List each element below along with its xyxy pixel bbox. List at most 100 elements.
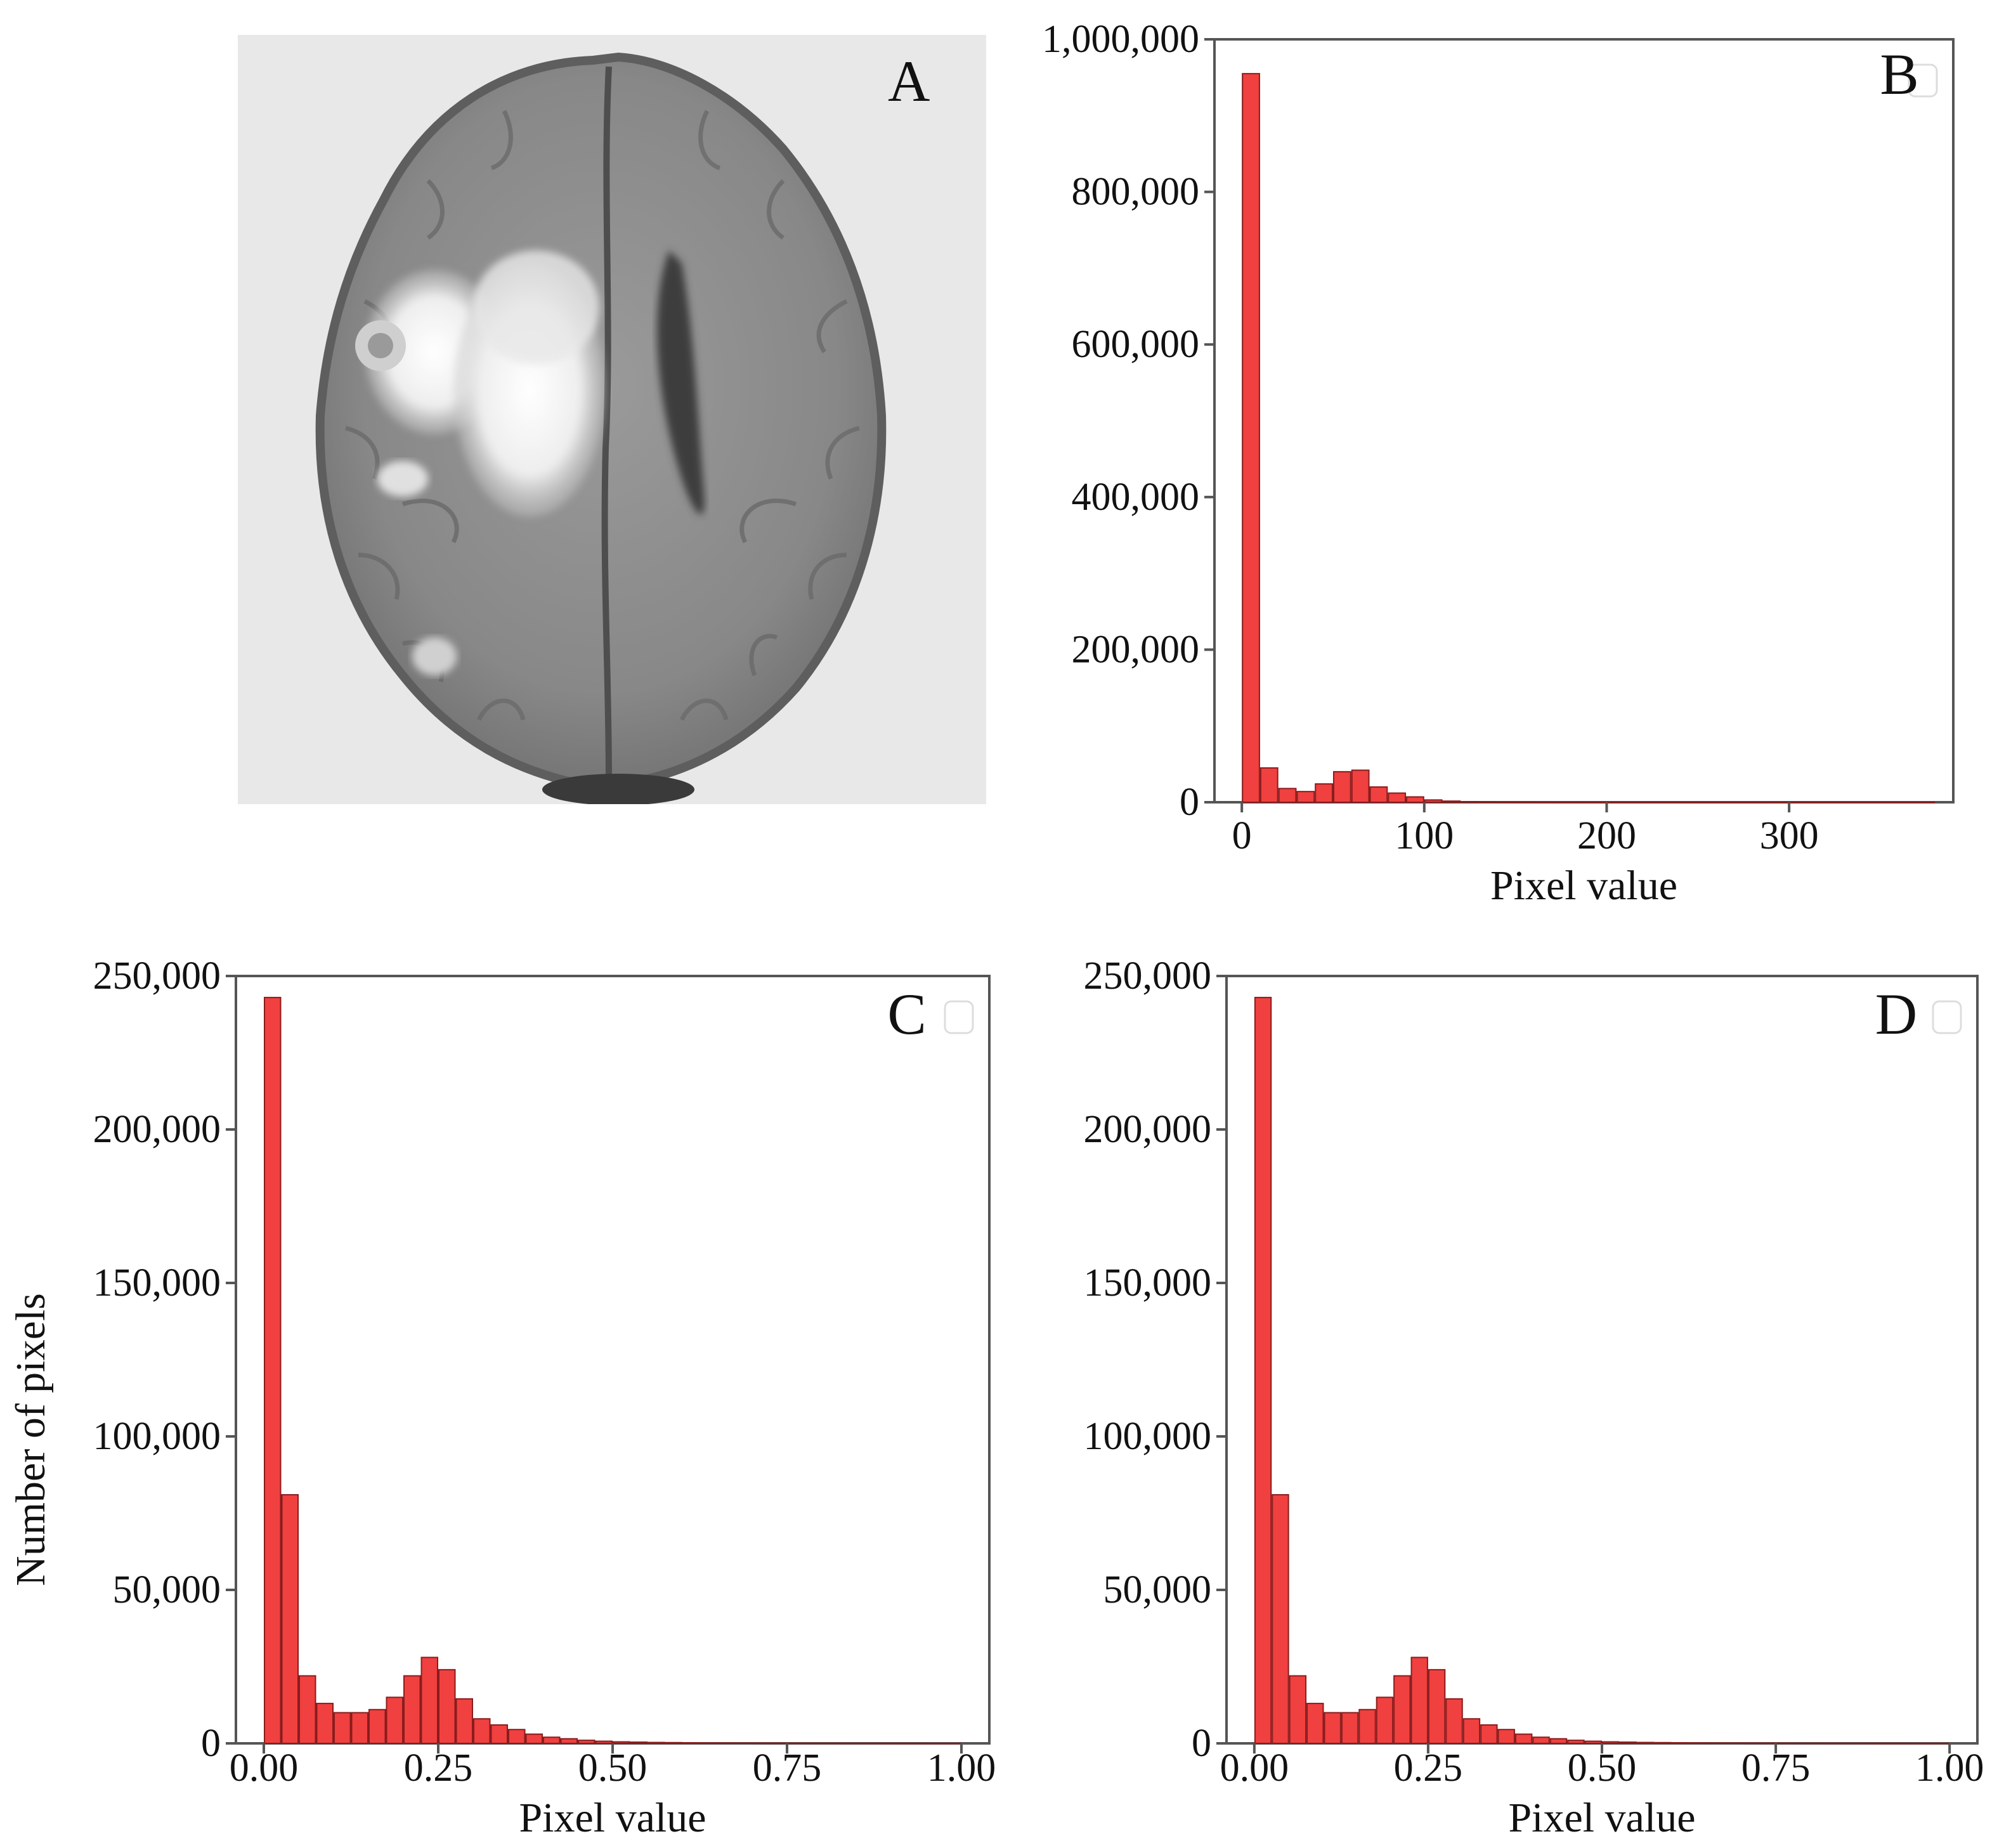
histogram-bar — [1810, 1742, 1828, 1745]
histogram-bar — [1424, 799, 1443, 803]
y-tick-label: 150,000 — [1084, 1261, 1212, 1305]
histogram-bar — [822, 1742, 840, 1745]
y-tick-label: 100,000 — [1084, 1415, 1212, 1458]
histogram-bar — [560, 1738, 578, 1744]
histogram-bar — [1315, 783, 1333, 804]
histogram-bar — [1789, 801, 1807, 804]
y-tick-label: 200,000 — [93, 1108, 221, 1151]
histogram-bar — [1863, 1742, 1880, 1745]
histogram-bar — [1793, 1742, 1811, 1745]
histogram-bar — [1254, 996, 1272, 1744]
histogram-bar — [1932, 1742, 1950, 1745]
x-axis-label: Pixel value — [519, 1795, 706, 1841]
histogram-bar — [1532, 1736, 1550, 1744]
histogram-bar — [1897, 1742, 1915, 1745]
histogram-bar — [1584, 1740, 1602, 1745]
histogram-bar — [1549, 1738, 1568, 1744]
legend-box — [1932, 1000, 1962, 1034]
histogram-bar — [1880, 801, 1899, 804]
histogram-bar — [1289, 1675, 1307, 1745]
histogram-bar — [1272, 1493, 1289, 1745]
y-tick-label: 1,000,000 — [1042, 18, 1199, 61]
histogram-bar — [1588, 801, 1607, 804]
y-tick-label: 600,000 — [1072, 323, 1200, 366]
y-tick-label: 0 — [1192, 1722, 1211, 1765]
x-axis-label: Pixel value — [1508, 1795, 1695, 1841]
mri-image-panel: A — [238, 35, 986, 805]
legend-box — [1908, 63, 1938, 98]
histogram-bar — [804, 1742, 822, 1745]
histogram-bar — [1388, 792, 1407, 803]
plot-frame — [1225, 975, 1979, 1745]
histogram-bar — [1278, 788, 1297, 803]
histogram-bar — [734, 1742, 752, 1745]
y-tick-label: 50,000 — [113, 1568, 221, 1611]
x-tick-label: 0.50 — [578, 1747, 648, 1790]
panel-letter-d: D — [1875, 982, 1917, 1046]
plot-frame — [235, 975, 991, 1745]
x-tick-label: 1.00 — [1915, 1747, 1984, 1790]
histogram-bar — [1358, 1708, 1376, 1745]
histogram-bar — [1723, 1742, 1741, 1745]
histogram-bar — [752, 1742, 770, 1745]
histogram-bar — [1442, 800, 1461, 804]
histogram-bar — [316, 1703, 334, 1744]
histogram-bar — [1602, 1741, 1620, 1744]
histogram-bar — [909, 1742, 927, 1745]
histogram-bar — [1698, 801, 1717, 804]
histogram-bar — [1776, 1742, 1793, 1745]
histogram-bar — [1341, 1712, 1359, 1744]
histogram-bar — [420, 1656, 438, 1744]
y-tick-label: 0 — [201, 1722, 221, 1765]
histogram-bar — [1741, 1742, 1759, 1745]
histogram-panel-b: 0 200,000 400,000 600,000 800,000 1,000,000 0 1… — [951, 0, 2011, 920]
x-tick-label: 0 — [1232, 814, 1252, 857]
x-tick-label: 0.25 — [404, 1747, 473, 1790]
histogram-bar — [1679, 801, 1698, 804]
histogram-bar — [857, 1742, 875, 1745]
mri-brain-image — [238, 35, 986, 805]
histogram-bar — [1844, 801, 1863, 804]
histogram-bar — [1406, 796, 1424, 803]
histogram-bar — [613, 1741, 630, 1744]
y-tick-label: 400,000 — [1072, 476, 1200, 519]
x-tick-label: 0.00 — [1220, 1747, 1289, 1790]
histogram-bar — [334, 1712, 351, 1744]
histogram-bar — [578, 1740, 595, 1745]
panel-letter-b: B — [1880, 42, 1918, 107]
histogram-panel-d: 0 50,000 100,000 150,000 200,000 250,000 0.00 0… — [989, 945, 2011, 1845]
histogram-bar — [1570, 801, 1589, 804]
histogram-bar — [1242, 73, 1260, 803]
x-tick-label: 0.75 — [753, 1747, 822, 1790]
y-tick-label: 150,000 — [93, 1261, 221, 1305]
histogram-bar — [1552, 801, 1570, 804]
histogram-bar — [1514, 1733, 1533, 1744]
histogram-bar — [1825, 801, 1844, 804]
histogram-bar — [769, 1742, 787, 1745]
histogram-bar — [473, 1718, 491, 1745]
y-tick-label: 250,000 — [1084, 954, 1212, 998]
y-tick-label: 200,000 — [1084, 1108, 1212, 1151]
histogram-bar — [1428, 1669, 1446, 1744]
plot-frame — [1213, 38, 1955, 804]
histogram-d-chart: 0 50,000 100,000 150,000 200,000 250,000 0.00 0… — [1084, 954, 1984, 1841]
x-tick-label: 0.00 — [230, 1747, 299, 1790]
histogram-bar — [1515, 801, 1534, 804]
histogram-bar — [1393, 1675, 1411, 1745]
histogram-bar — [1619, 1741, 1637, 1744]
histogram-bar — [1606, 801, 1625, 804]
histogram-bar — [403, 1675, 421, 1745]
histogram-bar — [438, 1669, 456, 1744]
x-tick-label: 200 — [1577, 814, 1636, 857]
panel-letter-c: C — [887, 982, 926, 1046]
histogram-bar — [1917, 801, 1936, 804]
histogram-bar — [1828, 1742, 1845, 1745]
histogram-bar — [1296, 791, 1315, 803]
histogram-bar — [1332, 771, 1351, 804]
y-tick-label: 50,000 — [1103, 1568, 1212, 1611]
histogram-bar — [787, 1742, 805, 1745]
histogram-bar — [1369, 786, 1388, 803]
histogram-bar — [264, 996, 282, 1744]
x-tick-label: 100 — [1395, 814, 1454, 857]
histogram-bar — [1259, 767, 1279, 803]
